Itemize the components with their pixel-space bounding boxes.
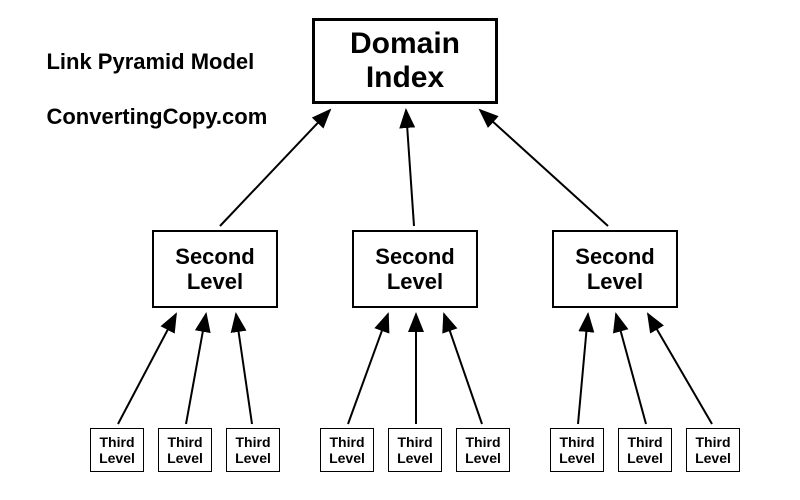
third-level-node: Third Level	[226, 428, 280, 472]
third-level-node: Third Level	[550, 428, 604, 472]
second-level-label: Second Level	[175, 244, 254, 295]
second-level-label: Second Level	[375, 244, 454, 295]
third-level-node: Third Level	[320, 428, 374, 472]
third-level-label: Third Level	[397, 434, 433, 466]
second-level-label: Second Level	[575, 244, 654, 295]
third-level-label: Third Level	[235, 434, 271, 466]
third-level-node: Third Level	[618, 428, 672, 472]
third-level-label: Third Level	[559, 434, 595, 466]
second-level-node: Second Level	[152, 230, 278, 308]
third-level-node: Third Level	[90, 428, 144, 472]
third-level-label: Third Level	[695, 434, 731, 466]
root-node: Domain Index	[312, 18, 498, 104]
third-level-node: Third Level	[456, 428, 510, 472]
third-level-node: Third Level	[686, 428, 740, 472]
second-level-node: Second Level	[552, 230, 678, 308]
third-level-label: Third Level	[99, 434, 135, 466]
third-level-label: Third Level	[627, 434, 663, 466]
third-level-label: Third Level	[167, 434, 203, 466]
third-level-node: Third Level	[388, 428, 442, 472]
title-line1: Link Pyramid Model	[46, 49, 254, 74]
second-level-node: Second Level	[352, 230, 478, 308]
title-line2: ConvertingCopy.com	[46, 104, 267, 129]
root-label: Domain Index	[350, 27, 460, 96]
diagram-title: Link Pyramid Model ConvertingCopy.com	[22, 20, 267, 158]
third-level-label: Third Level	[329, 434, 365, 466]
third-level-label: Third Level	[465, 434, 501, 466]
third-level-node: Third Level	[158, 428, 212, 472]
diagram-canvas: Link Pyramid Model ConvertingCopy.com Do…	[0, 0, 800, 500]
